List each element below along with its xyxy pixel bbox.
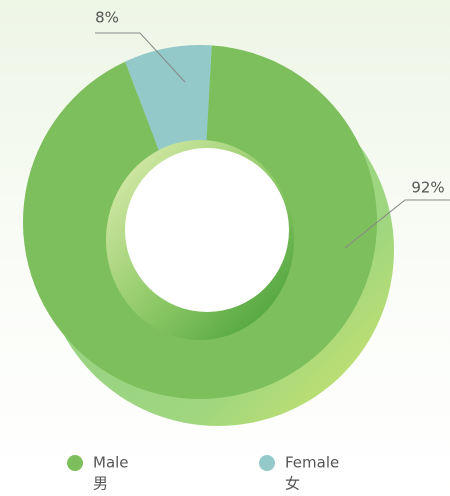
legend-swatch: [259, 455, 275, 471]
legend-label: Male: [93, 454, 129, 472]
legend-label-secondary: 男: [93, 475, 108, 493]
donut-hole: [125, 148, 289, 312]
value-label: 92%: [411, 179, 444, 197]
legend-label: Female: [285, 454, 339, 472]
leader-line: [344, 199, 450, 249]
value-label: 8%: [95, 9, 119, 27]
legend-swatch: [67, 455, 83, 471]
slices: [23, 45, 378, 400]
leader-line: [95, 32, 186, 83]
donut-slice: [23, 45, 378, 400]
donut-slice: [125, 45, 212, 157]
legend-label-secondary: 女: [285, 475, 300, 493]
